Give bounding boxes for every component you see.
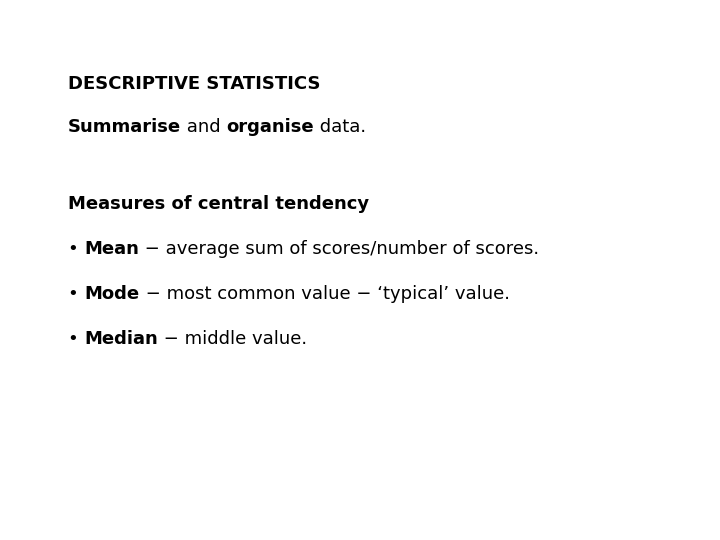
Text: − middle value.: − middle value. [158, 330, 307, 348]
Text: •: • [68, 240, 84, 258]
Text: DESCRIPTIVE STATISTICS: DESCRIPTIVE STATISTICS [68, 75, 320, 93]
Text: Median: Median [84, 330, 158, 348]
Text: and: and [181, 118, 227, 136]
Text: − most common value − ‘typical’ value.: − most common value − ‘typical’ value. [140, 285, 510, 303]
Text: Summarise: Summarise [68, 118, 181, 136]
Text: data.: data. [314, 118, 366, 136]
Text: − average sum of scores/number of scores.: − average sum of scores/number of scores… [140, 240, 539, 258]
Text: Mean: Mean [84, 240, 140, 258]
Text: Mode: Mode [84, 285, 140, 303]
Text: •: • [68, 330, 84, 348]
Text: •: • [68, 285, 84, 303]
Text: Measures of central tendency: Measures of central tendency [68, 195, 369, 213]
Text: organise: organise [227, 118, 314, 136]
